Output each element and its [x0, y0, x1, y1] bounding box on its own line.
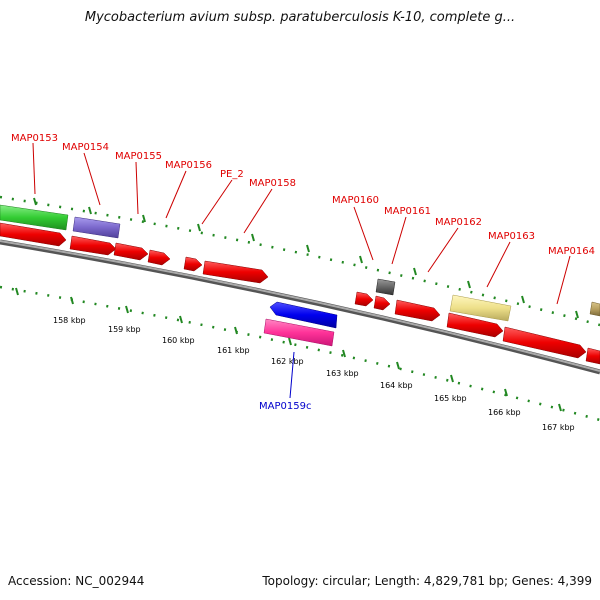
feature-olive-block[interactable]: [589, 301, 600, 317]
forward-cds-track: [0, 222, 600, 365]
tick-label-166: 166 kbp: [488, 408, 521, 417]
cds-arrow-map0156[interactable]: [147, 249, 171, 266]
accession-text: Accession: NC_002944: [8, 574, 145, 588]
feature-pink-block[interactable]: [263, 318, 335, 347]
cds-arrow-map0159c[interactable]: [269, 301, 338, 329]
cds-arrow-map0162[interactable]: [394, 299, 441, 322]
gene-label-map0154[interactable]: MAP0154: [62, 142, 109, 153]
cds-arrow-map0153[interactable]: [0, 222, 67, 247]
gene-label-map0161[interactable]: MAP0161: [384, 206, 431, 217]
gene-label-leader-map0159c: [289, 351, 295, 399]
cds-arrow-pe2[interactable]: [183, 256, 203, 272]
gene-label-map0153[interactable]: MAP0153: [11, 133, 58, 144]
tick-label-165: 165 kbp: [434, 394, 467, 403]
feature-green-block[interactable]: [0, 204, 69, 231]
gene-label-map0163[interactable]: MAP0163: [488, 231, 535, 242]
feature-purple-block[interactable]: [72, 216, 121, 239]
feature-khaki-block[interactable]: [449, 294, 512, 322]
gene-label-map0158[interactable]: MAP0158: [249, 178, 296, 189]
map-title: Mycobacterium avium subsp. paratuberculo…: [84, 10, 516, 25]
tick-label-164: 164 kbp: [380, 381, 413, 390]
upper-major-ticks: [33, 197, 579, 319]
gene-label-map0162[interactable]: MAP0162: [435, 217, 482, 228]
gene-label-map0160[interactable]: MAP0160: [332, 195, 379, 206]
gene-label-map0156[interactable]: MAP0156: [165, 160, 212, 171]
cds-arrow-map0160[interactable]: [354, 291, 374, 307]
genome-backbone-highlight: [0, 240, 600, 372]
tick-label-159: 159 kbp: [108, 325, 141, 334]
tick-label-163: 163 kbp: [326, 369, 359, 378]
tick-label-167: 167 kbp: [542, 423, 575, 432]
cds-arrow-map0163[interactable]: [446, 312, 504, 338]
tick-label-162: 162 kbp: [271, 357, 304, 366]
lower-major-ticks: [15, 287, 562, 412]
tick-label-158: 158 kbp: [53, 316, 86, 325]
gene-label-map0155[interactable]: MAP0155: [115, 151, 162, 162]
gene-label-leaders: [32, 142, 571, 305]
tick-label-160: 160 kbp: [162, 336, 195, 345]
cds-arrow-map0154[interactable]: [69, 235, 117, 256]
cds-arrow-next[interactable]: [585, 347, 600, 365]
upper-dotted-track: [0, 195, 600, 327]
feature-grey-block[interactable]: [375, 278, 396, 296]
cds-arrow-map0158[interactable]: [202, 260, 269, 284]
cds-arrow-map0155[interactable]: [113, 242, 149, 261]
gene-label-map0159c[interactable]: MAP0159c: [259, 401, 311, 412]
topology-text: Topology: circular; Length: 4,829,781 bp…: [262, 574, 592, 588]
lower-dotted-track: [0, 285, 600, 422]
cds-arrow-map0161[interactable]: [373, 295, 391, 311]
tick-label-161: 161 kbp: [217, 346, 250, 355]
cds-arrow-map0164[interactable]: [502, 326, 587, 359]
gene-label-map0164[interactable]: MAP0164: [548, 246, 595, 257]
gene-label-pe2[interactable]: PE_2: [220, 169, 244, 180]
